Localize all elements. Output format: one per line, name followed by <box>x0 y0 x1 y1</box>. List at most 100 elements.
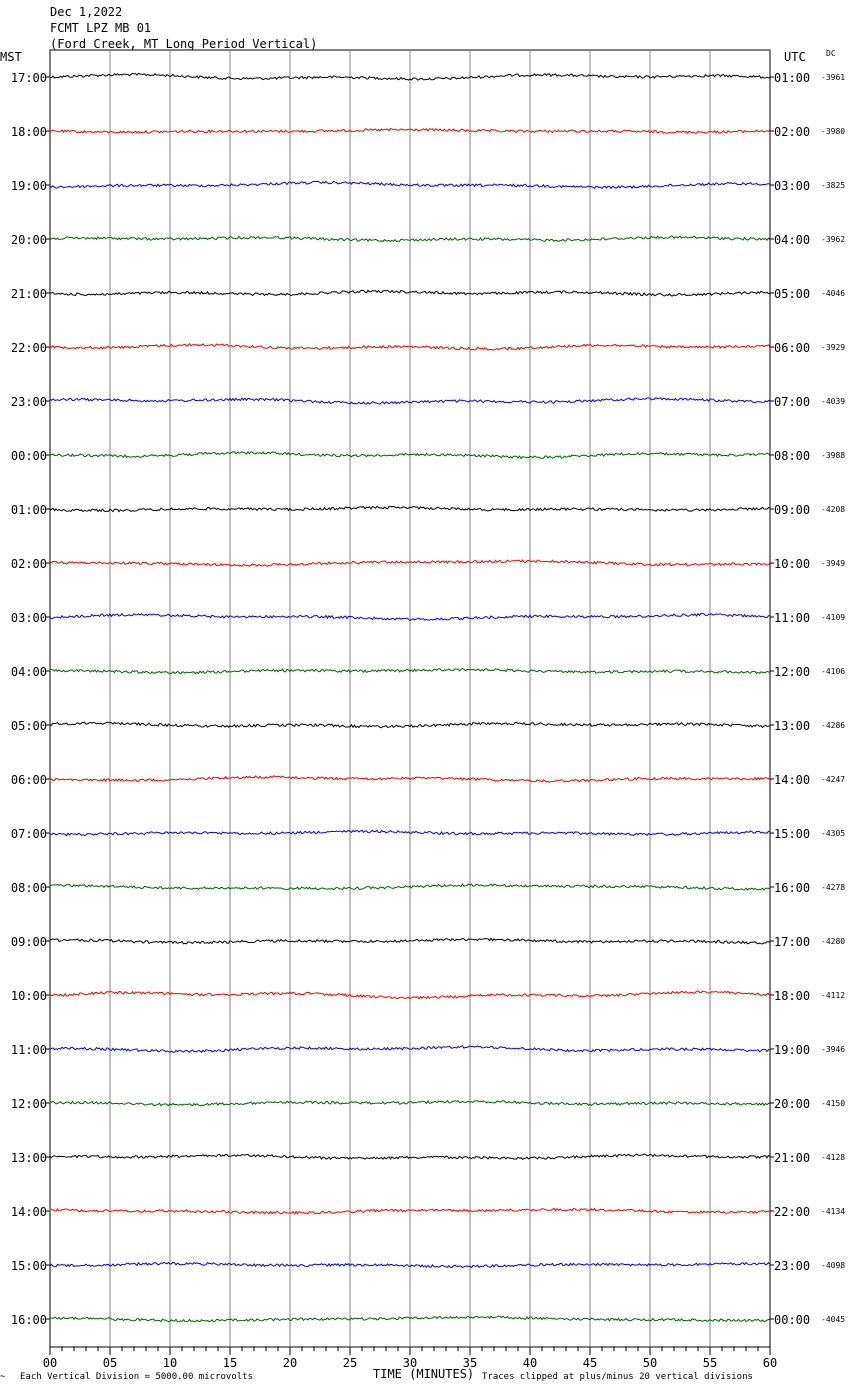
utc-hour-label: 14:00 <box>774 773 810 787</box>
trace-line <box>49 397 771 405</box>
dc-offset-label: -4278 <box>821 883 845 892</box>
trace-line <box>49 127 771 135</box>
mst-hour-label: 19:00 <box>11 179 47 193</box>
dc-offset-label: -4305 <box>821 829 845 838</box>
utc-hour-label: 10:00 <box>774 557 810 571</box>
mst-hour-label: 04:00 <box>11 665 47 679</box>
dc-column-label: DC <box>826 49 836 58</box>
mst-hour-label: 21:00 <box>11 287 47 301</box>
utc-hour-label: 07:00 <box>774 395 810 409</box>
dc-offset-label: -3929 <box>821 343 845 352</box>
dc-offset-label: -3949 <box>821 559 845 568</box>
x-tick-label: 15 <box>223 1356 237 1370</box>
dc-offset-label: -4109 <box>821 613 845 622</box>
utc-hour-label: 03:00 <box>774 179 810 193</box>
utc-hour-label: 16:00 <box>774 881 810 895</box>
utc-hour-label: 08:00 <box>774 449 810 463</box>
utc-axis-label: UTC <box>784 50 806 64</box>
mst-hour-label: 02:00 <box>11 557 47 571</box>
dc-offset-label: -4150 <box>821 1099 845 1108</box>
mst-hour-label: 07:00 <box>11 827 47 841</box>
trace-line <box>49 1261 771 1269</box>
mst-hour-label: 17:00 <box>11 71 47 85</box>
trace-line <box>49 1045 771 1054</box>
trace-line <box>49 505 771 513</box>
mst-hour-label: 03:00 <box>11 611 47 625</box>
mst-hour-label: 05:00 <box>11 719 47 733</box>
x-tick-label: 30 <box>403 1356 417 1370</box>
x-tick-label: 20 <box>283 1356 297 1370</box>
dc-offset-label: -4106 <box>821 667 845 676</box>
x-tick-label: 05 <box>103 1356 117 1370</box>
trace-line <box>49 1099 771 1107</box>
dc-offset-label: -4039 <box>821 397 845 406</box>
trace-line <box>49 180 771 190</box>
dc-offset-label: -3988 <box>821 451 845 460</box>
mst-hour-label: 06:00 <box>11 773 47 787</box>
trace-line <box>49 668 771 675</box>
utc-hour-label: 20:00 <box>774 1097 810 1111</box>
trace-line <box>49 559 771 567</box>
utc-hour-label: 06:00 <box>774 341 810 355</box>
mst-hour-label: 10:00 <box>11 989 47 1003</box>
trace-line <box>49 72 771 81</box>
mst-hour-label: 22:00 <box>11 341 47 355</box>
trace-line <box>49 1315 771 1323</box>
footer-mark: ~ <box>0 1372 6 1382</box>
trace-line <box>49 937 771 945</box>
utc-hour-label: 18:00 <box>774 989 810 1003</box>
trace-line <box>49 829 771 837</box>
utc-hour-label: 02:00 <box>774 125 810 139</box>
utc-hour-label: 00:00 <box>774 1313 810 1327</box>
mst-hour-label: 08:00 <box>11 881 47 895</box>
plot-date: Dec 1,2022 <box>50 5 123 19</box>
x-tick-label: 35 <box>463 1356 477 1370</box>
utc-hour-label: 17:00 <box>774 935 810 949</box>
x-tick-label: 45 <box>583 1356 597 1370</box>
x-tick-label: 40 <box>523 1356 537 1370</box>
mst-hour-label: 01:00 <box>11 503 47 517</box>
x-tick-label: 55 <box>703 1356 717 1370</box>
utc-hour-label: 11:00 <box>774 611 810 625</box>
trace-line <box>49 721 771 729</box>
utc-hour-label: 09:00 <box>774 503 810 517</box>
station-code: FCMT LPZ MB 01 <box>50 21 152 35</box>
utc-hour-label: 19:00 <box>774 1043 810 1057</box>
mst-hour-label: 16:00 <box>11 1313 47 1327</box>
dc-offset-label: -4286 <box>821 721 845 730</box>
dc-offset-label: -3962 <box>821 235 845 244</box>
mst-hour-label: 14:00 <box>11 1205 47 1219</box>
dc-offset-label: -4046 <box>821 289 845 298</box>
dc-offset-label: -4128 <box>821 1153 845 1162</box>
trace-line <box>49 775 771 783</box>
trace-line <box>49 1207 771 1215</box>
dc-offset-label: -3961 <box>821 73 845 82</box>
mst-hour-label: 12:00 <box>11 1097 47 1111</box>
trace-line <box>49 612 771 622</box>
utc-hour-label: 01:00 <box>774 71 810 85</box>
mst-hour-label: 18:00 <box>11 125 47 139</box>
utc-hour-label: 12:00 <box>774 665 810 679</box>
utc-hour-label: 05:00 <box>774 287 810 301</box>
utc-hour-label: 23:00 <box>774 1259 810 1273</box>
dc-offset-label: -3946 <box>821 1045 845 1054</box>
dc-offset-label: -3980 <box>821 127 845 136</box>
dc-offset-label: -3825 <box>821 181 845 190</box>
trace-line <box>49 1153 771 1161</box>
dc-offset-label: -4280 <box>821 937 845 946</box>
mst-hour-label: 23:00 <box>11 395 47 409</box>
dc-offset-label: -4045 <box>821 1315 845 1324</box>
mst-hour-label: 11:00 <box>11 1043 47 1057</box>
trace-line <box>49 342 771 351</box>
x-tick-label: 50 <box>643 1356 657 1370</box>
dc-offset-label: -4134 <box>821 1207 845 1216</box>
mst-hour-label: 13:00 <box>11 1151 47 1165</box>
utc-hour-label: 04:00 <box>774 233 810 247</box>
vertical-division-note: Each Vertical Division = 5000.00 microvo… <box>20 1372 253 1382</box>
dc-offset-label: -4112 <box>821 991 845 1000</box>
mst-hour-label: 00:00 <box>11 449 47 463</box>
station-location: (Ford Creek, MT Long Period Vertical) <box>50 37 318 51</box>
dc-offset-label: -4247 <box>821 775 845 784</box>
mst-hour-label: 15:00 <box>11 1259 47 1273</box>
